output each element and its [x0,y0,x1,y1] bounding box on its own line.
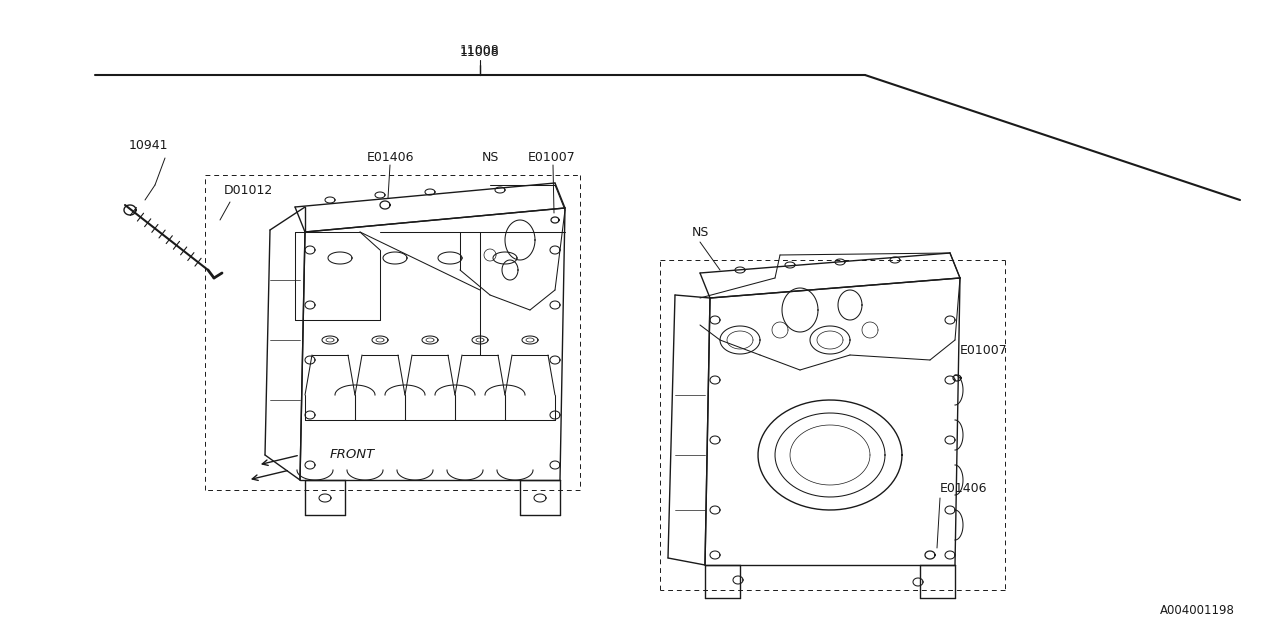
Text: NS: NS [481,150,499,163]
Text: D01012: D01012 [224,184,273,196]
Text: FRONT: FRONT [330,449,375,461]
Text: 10941: 10941 [128,138,168,152]
Text: A004001198: A004001198 [1160,604,1235,616]
Text: E01007: E01007 [529,150,576,163]
Text: E01007: E01007 [960,344,1007,356]
Text: E01406: E01406 [940,481,987,495]
Text: 11008: 11008 [460,44,500,56]
Text: 11008: 11008 [460,45,500,58]
Text: E01406: E01406 [366,150,413,163]
Text: NS: NS [691,225,709,239]
